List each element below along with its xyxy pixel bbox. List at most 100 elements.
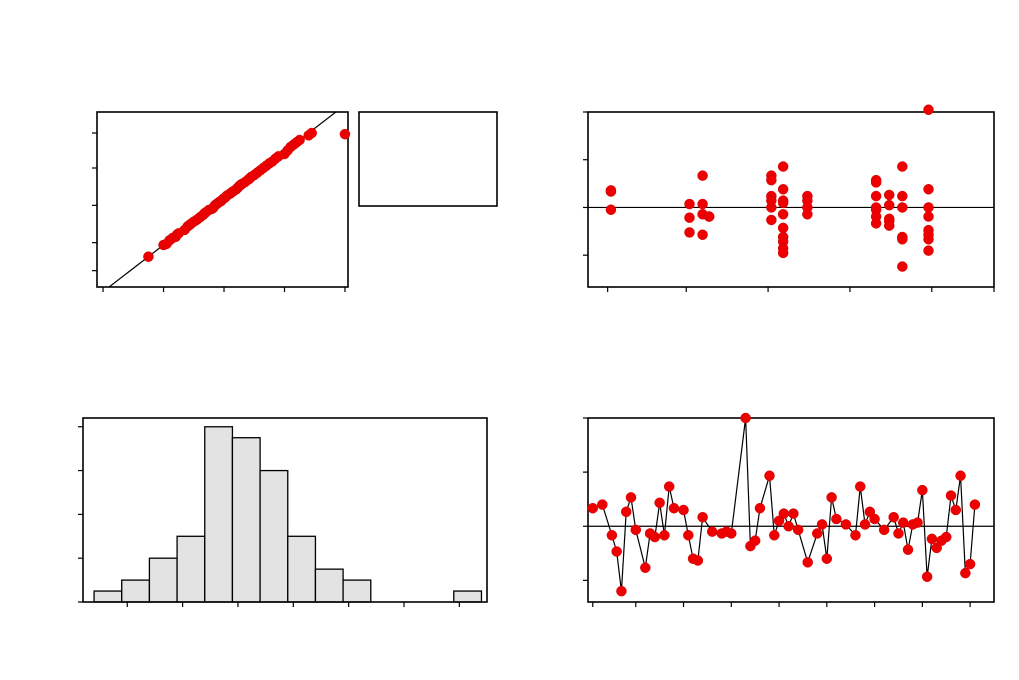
data-point bbox=[792, 524, 804, 536]
data-point bbox=[684, 198, 695, 210]
data-point bbox=[668, 502, 680, 514]
data-point bbox=[923, 104, 934, 115]
data-point bbox=[777, 197, 789, 209]
data-point bbox=[766, 195, 777, 206]
data-point bbox=[605, 204, 617, 215]
data-point bbox=[969, 499, 981, 510]
data-point bbox=[897, 161, 908, 172]
data-point bbox=[960, 567, 971, 579]
data-point bbox=[778, 508, 790, 519]
data-point bbox=[921, 571, 933, 582]
data-point bbox=[654, 497, 665, 509]
data-point bbox=[605, 185, 617, 196]
data-point bbox=[923, 184, 934, 195]
data-point bbox=[697, 170, 708, 181]
data-point bbox=[703, 211, 715, 222]
data-point bbox=[870, 177, 882, 188]
data-point bbox=[870, 190, 882, 202]
data-point bbox=[684, 227, 695, 238]
data-point bbox=[940, 531, 952, 543]
data-point bbox=[923, 245, 934, 256]
data-point bbox=[812, 528, 823, 539]
histogram-bar bbox=[231, 437, 261, 603]
data-point bbox=[294, 134, 305, 146]
data-point bbox=[143, 251, 154, 262]
data-point bbox=[766, 214, 777, 226]
histogram-bar bbox=[204, 426, 234, 603]
data-point bbox=[766, 174, 777, 186]
data-point bbox=[859, 519, 871, 530]
data-point bbox=[902, 544, 914, 555]
data-point bbox=[831, 513, 842, 525]
data-point bbox=[777, 247, 789, 259]
data-point bbox=[816, 519, 828, 530]
data-point bbox=[897, 261, 908, 272]
data-point bbox=[917, 484, 928, 496]
data-point bbox=[964, 558, 976, 570]
data-point bbox=[923, 211, 934, 222]
data-point bbox=[783, 520, 794, 532]
data-point bbox=[663, 481, 675, 492]
histogram-bar bbox=[176, 535, 206, 603]
residuals-vs-order-plot bbox=[583, 412, 995, 607]
data-point bbox=[754, 502, 766, 514]
histogram-bar bbox=[453, 590, 483, 603]
data-point bbox=[587, 502, 599, 514]
data-point bbox=[888, 511, 899, 523]
data-point bbox=[659, 530, 670, 541]
data-point bbox=[684, 212, 695, 223]
histogram-bar bbox=[314, 568, 344, 603]
data-point bbox=[897, 190, 908, 202]
data-point bbox=[339, 128, 351, 140]
data-point bbox=[726, 528, 737, 539]
data-point bbox=[697, 229, 708, 240]
data-point bbox=[788, 508, 799, 519]
data-point bbox=[883, 220, 895, 231]
data-point bbox=[640, 562, 651, 573]
data-point bbox=[697, 198, 708, 210]
data-point bbox=[897, 234, 908, 245]
data-point bbox=[912, 517, 923, 528]
data-point bbox=[893, 528, 904, 539]
data-point bbox=[840, 519, 852, 530]
data-point bbox=[749, 535, 761, 546]
data-point bbox=[883, 199, 895, 211]
histogram-bar bbox=[287, 535, 317, 603]
data-point bbox=[678, 504, 689, 516]
series-line bbox=[592, 417, 976, 592]
data-point bbox=[611, 546, 622, 557]
data-point bbox=[870, 218, 882, 229]
hist-frame bbox=[82, 417, 488, 603]
data-point bbox=[692, 555, 704, 566]
data-point bbox=[869, 513, 880, 525]
data-point bbox=[955, 470, 966, 481]
data-point bbox=[802, 209, 813, 220]
data-point bbox=[821, 553, 833, 564]
data-point bbox=[850, 530, 861, 541]
data-point bbox=[740, 412, 751, 424]
probplot-frame bbox=[96, 111, 349, 288]
fits-frame bbox=[587, 111, 995, 288]
histogram-bar bbox=[148, 557, 178, 603]
data-point bbox=[597, 499, 608, 510]
data-point bbox=[630, 524, 642, 536]
data-point bbox=[802, 557, 813, 568]
histogram-bar bbox=[121, 579, 151, 603]
data-point bbox=[923, 234, 934, 245]
data-point bbox=[897, 202, 908, 213]
data-point bbox=[706, 526, 718, 537]
data-point bbox=[769, 530, 780, 541]
histogram-bar bbox=[93, 590, 123, 603]
data-point bbox=[826, 492, 837, 503]
data-point bbox=[697, 511, 708, 523]
data-point bbox=[777, 209, 789, 220]
data-point bbox=[950, 504, 962, 516]
legend-box bbox=[358, 111, 498, 207]
histogram-bar bbox=[342, 579, 372, 603]
normal-probability-plot bbox=[92, 111, 351, 292]
data-point bbox=[883, 189, 895, 201]
data-point bbox=[620, 506, 632, 518]
data-point bbox=[777, 184, 789, 195]
legend-frame bbox=[358, 111, 498, 207]
